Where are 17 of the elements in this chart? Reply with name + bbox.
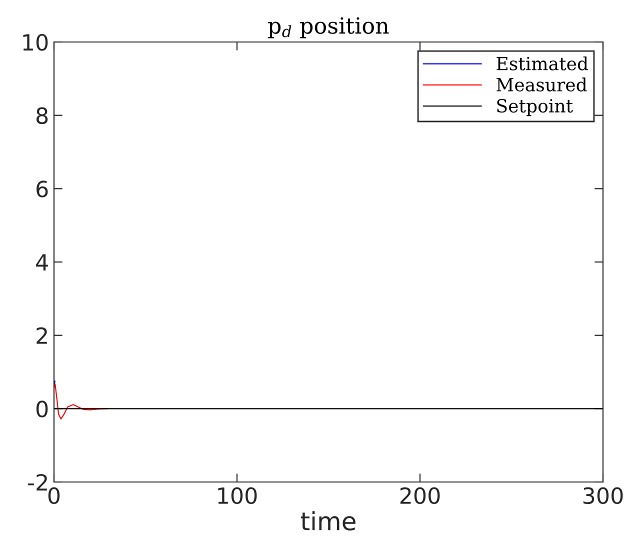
chart-title: p$_{d}$ position <box>268 17 389 38</box>
y-tick-label: 0 <box>36 400 48 418</box>
x-axis-title: time <box>300 511 356 530</box>
x-tick-label: 300 <box>583 487 623 504</box>
y-tick-label: 2 <box>36 327 47 344</box>
legend-label: Estimated <box>496 56 588 70</box>
y-tick-label: -2 <box>28 474 47 490</box>
y-tick-label: 6 <box>36 180 48 198</box>
x-tick-label: 200 <box>400 487 440 504</box>
x-tick-label: 100 <box>218 487 257 504</box>
line-series <box>54 384 108 420</box>
x-tick-label: 0 <box>48 487 60 504</box>
legend-label: Setpoint <box>497 98 573 116</box>
legend-label: Measured <box>496 78 587 92</box>
y-tick-label: 4 <box>36 254 48 270</box>
y-tick-label: 10 <box>23 34 48 51</box>
y-tick-label: 8 <box>36 107 48 124</box>
